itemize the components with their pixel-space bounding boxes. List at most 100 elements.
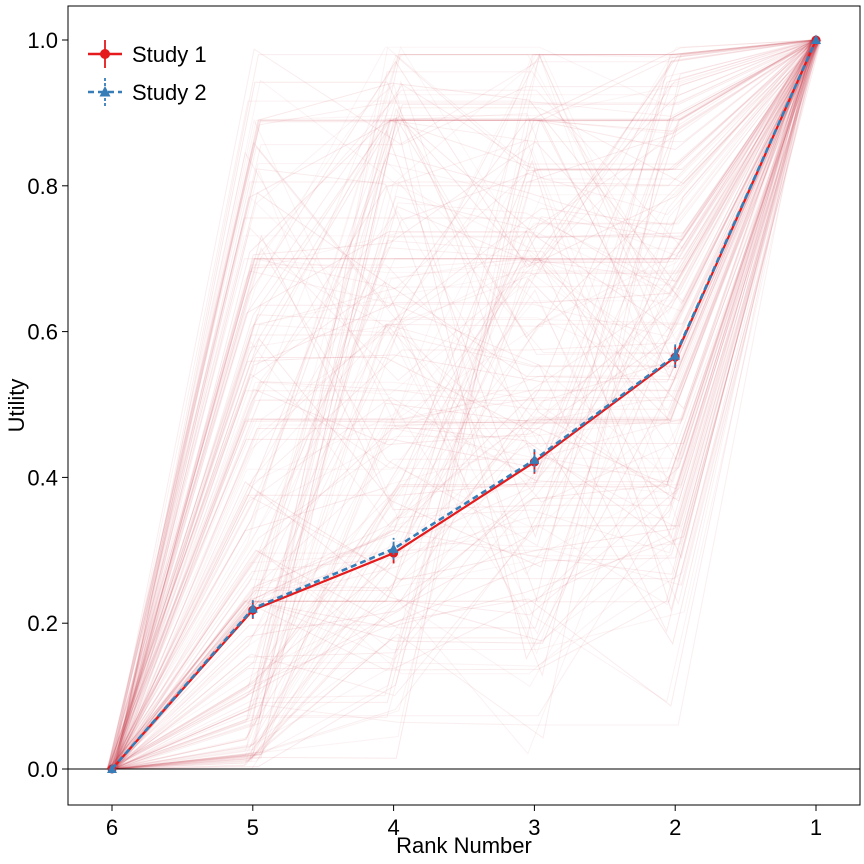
individual-line [116,39,813,770]
individual-line [109,39,813,770]
individual-line [114,39,819,770]
individual-line [107,39,815,770]
individual-line [114,39,818,770]
individual-line [111,39,820,770]
data-point [388,543,399,553]
individual-line [114,39,819,770]
individual-line [111,39,815,770]
individual-line [115,39,817,770]
individual-line [108,39,815,770]
individual-line [112,39,815,770]
individual-line [114,39,814,770]
individual-line [111,39,815,770]
individual-line [113,39,818,770]
individual-line [107,39,816,770]
individual-line [110,39,812,770]
individual-line [115,39,812,770]
individual-line [106,39,821,770]
individual-line [114,39,815,770]
individual-line [113,39,813,770]
individual-utility-lines [106,39,822,770]
individual-line [112,39,813,770]
individual-line [114,39,819,770]
individual-line [111,39,819,770]
data-point [811,34,821,44]
individual-line [111,39,822,770]
individual-line [116,39,818,770]
individual-line [114,39,822,770]
individual-line [111,39,818,770]
individual-line [107,39,816,770]
individual-line [114,39,813,770]
individual-line [111,39,821,770]
individual-line [106,39,820,770]
individual-line [107,39,814,770]
individual-line [111,39,814,770]
individual-line [115,39,818,770]
individual-line [116,39,817,770]
individual-line [113,39,822,770]
individual-line [107,39,813,770]
individual-line [113,39,818,770]
individual-line [108,39,814,770]
legend-entry-study-1: Study 1 [88,40,207,68]
individual-line [112,39,820,770]
y-axis-title: Utility [4,379,29,433]
individual-line [113,39,816,770]
individual-line [115,39,816,770]
individual-line [111,39,812,770]
individual-line [107,39,820,770]
individual-line [113,39,818,770]
individual-line [114,39,821,770]
individual-line [113,39,816,770]
individual-line [114,39,813,770]
individual-line [115,39,820,770]
individual-line [111,39,819,770]
individual-line [111,39,817,770]
individual-line [110,39,818,770]
individual-line [113,39,821,770]
individual-line [107,39,814,770]
individual-line [115,39,813,770]
y-tick-label: 0.4 [27,465,58,490]
individual-line [113,39,821,770]
individual-line [108,39,815,770]
series-2 [107,34,821,774]
individual-line [110,39,814,770]
individual-line [110,39,817,770]
individual-line [111,39,815,770]
x-tick-label: 2 [669,815,681,840]
individual-line [113,39,822,770]
individual-line [116,39,812,770]
x-tick-label: 3 [528,815,540,840]
individual-line [109,39,815,770]
y-tick-label: 0.8 [27,174,58,199]
individual-line [108,39,817,770]
individual-line [106,39,821,770]
individual-line [115,39,819,770]
x-axis-title: Rank Number [396,833,532,858]
y-tick-label: 0.0 [27,757,58,782]
individual-line [114,39,819,770]
individual-line [114,39,813,770]
individual-line [114,39,814,770]
individual-line [106,39,815,770]
individual-line [114,39,815,770]
individual-line [116,39,812,770]
individual-line [108,39,814,770]
individual-line [115,39,819,770]
plot-frame [67,5,861,806]
individual-line [109,39,813,770]
individual-line [109,39,815,770]
individual-line [109,39,816,770]
individual-line [108,39,813,770]
individual-line [109,39,814,770]
individual-line [108,39,816,770]
individual-line [116,39,816,770]
individual-line [113,39,817,770]
legend-label-study-2: Study 2 [132,80,207,105]
individual-line [111,39,812,770]
individual-line [107,39,812,770]
